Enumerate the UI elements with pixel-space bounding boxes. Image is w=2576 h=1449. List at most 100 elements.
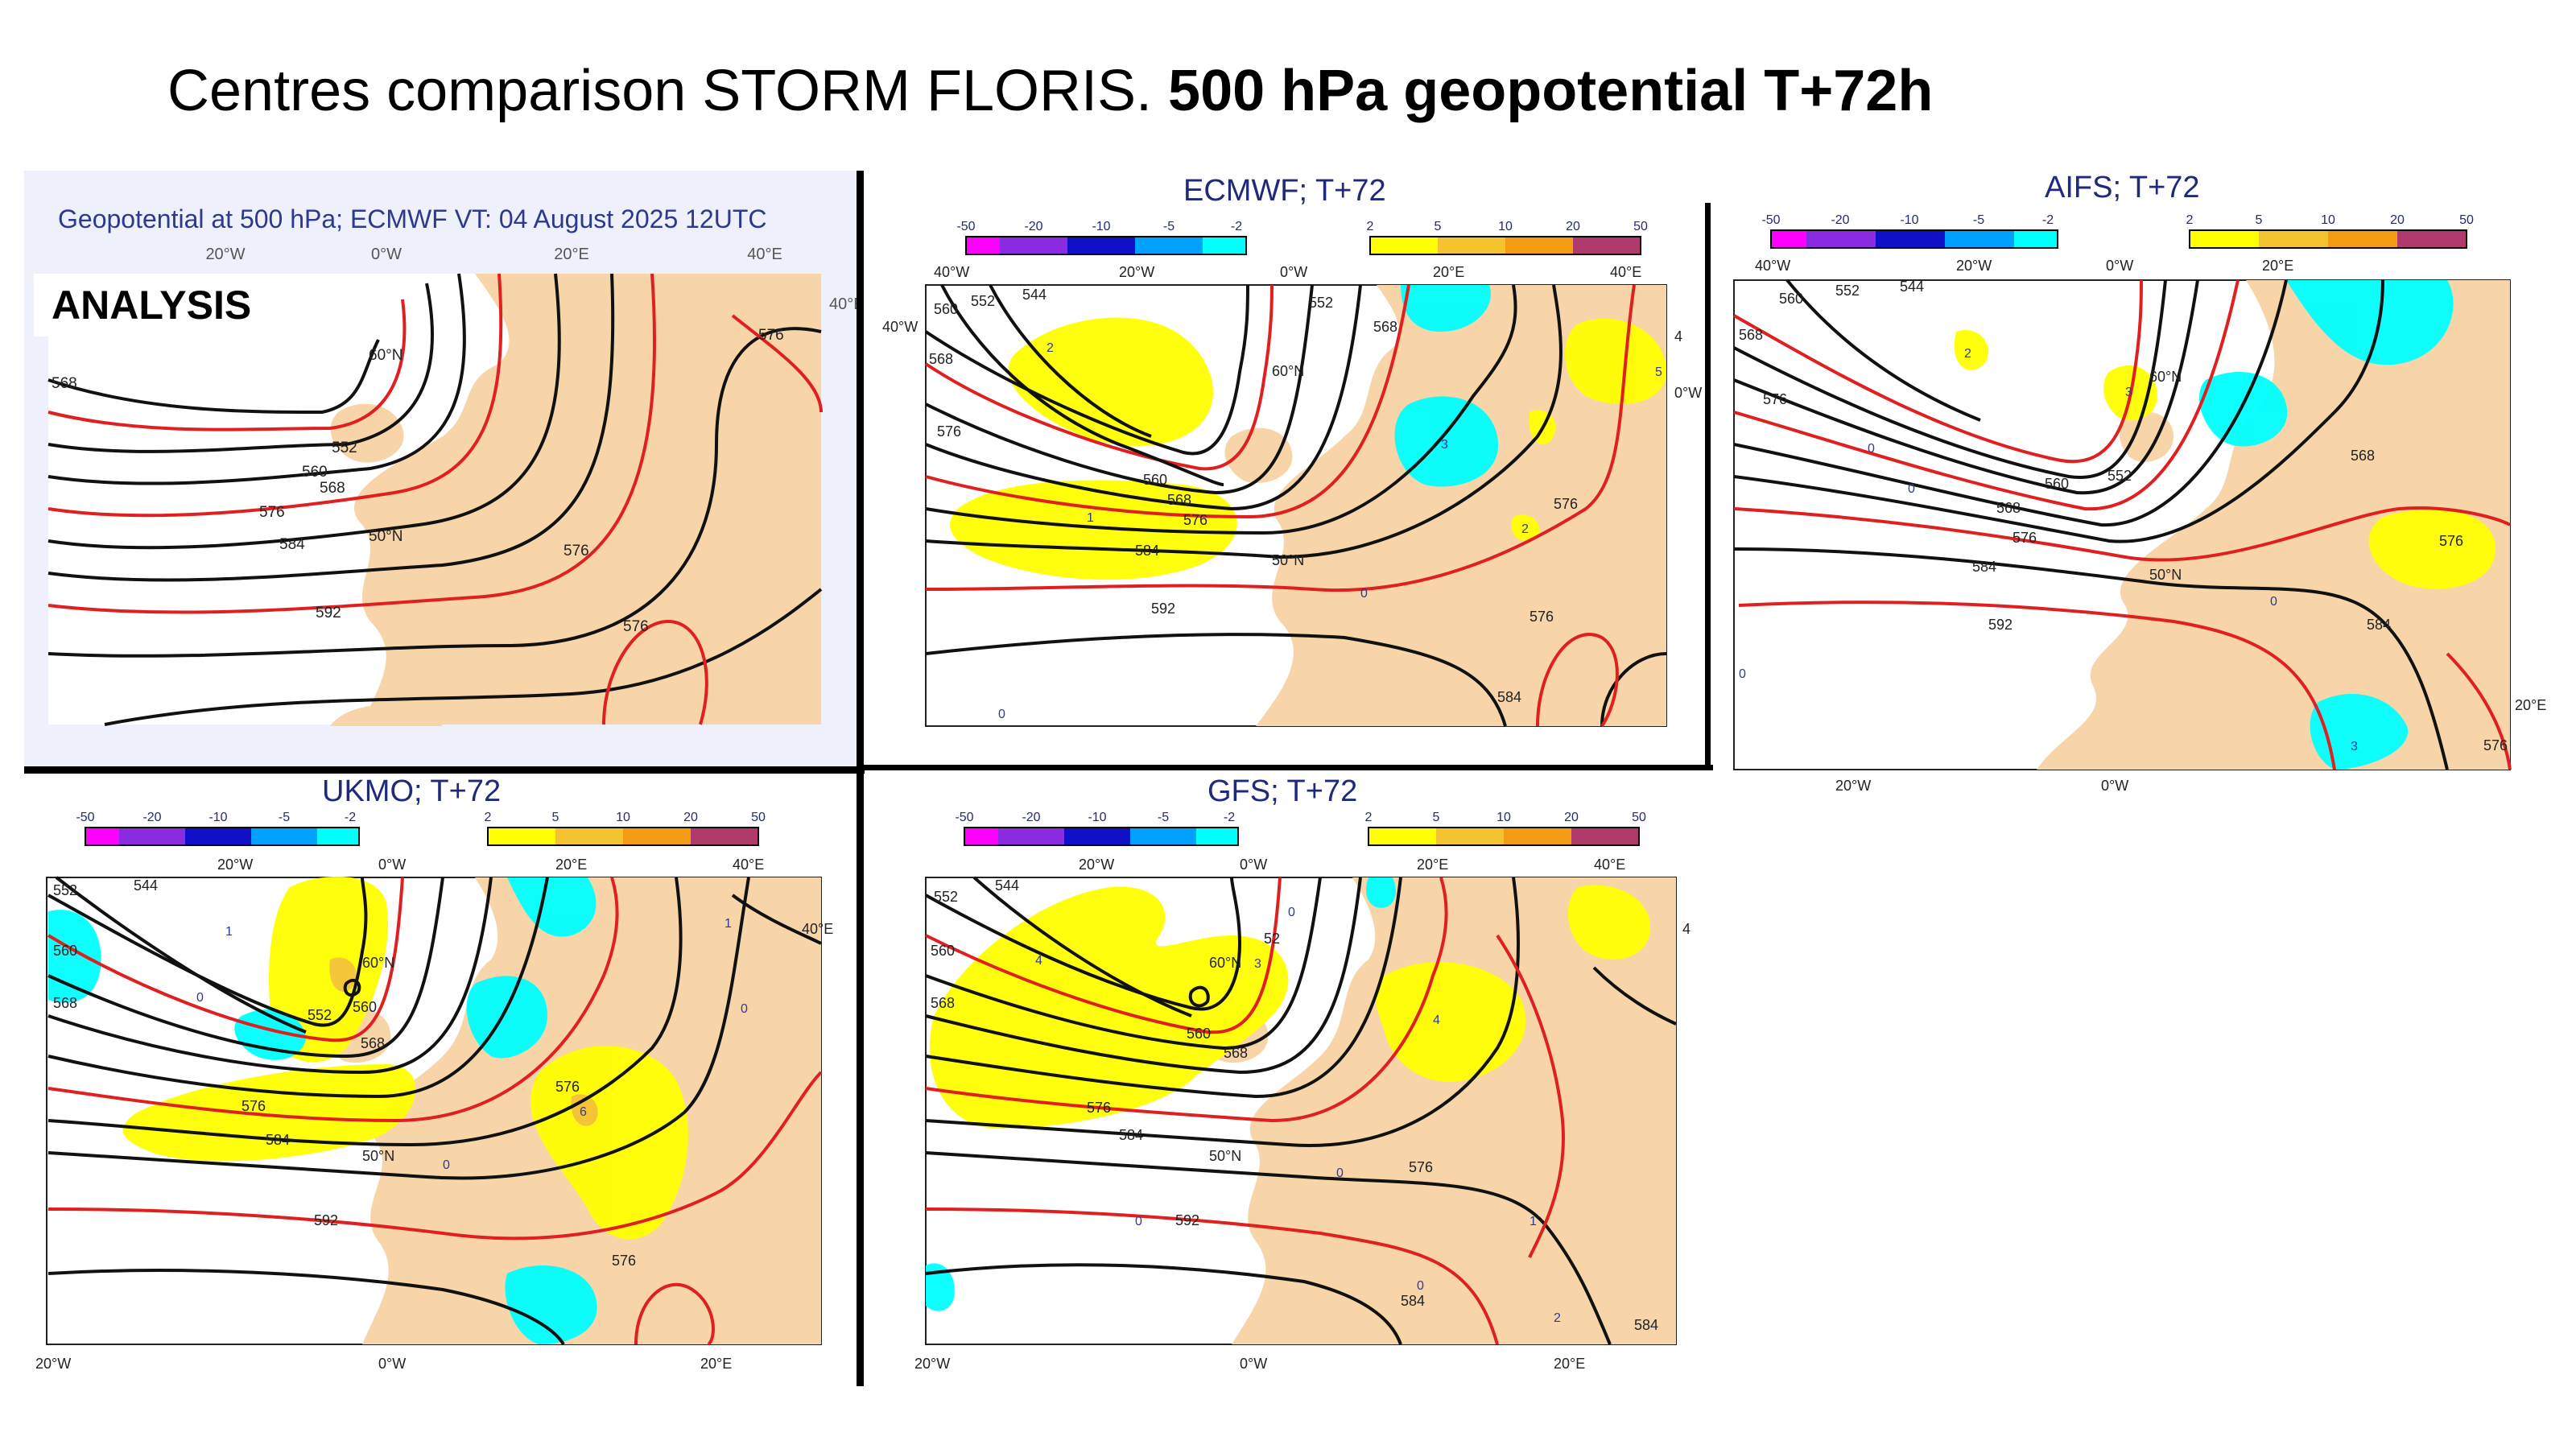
ecmwf-tick: 20°E xyxy=(1433,264,1464,280)
diff-label: 1 xyxy=(225,925,233,939)
contour-label: 552 xyxy=(1309,295,1333,311)
contour-label: 576 xyxy=(2483,737,2508,753)
diff-label: 0 xyxy=(2270,595,2277,609)
contour-label: 576 xyxy=(555,1079,580,1095)
legend-tick: -10 xyxy=(208,811,227,824)
legend-tick: -2 xyxy=(2042,213,2054,227)
ecmwf-map: -50 -20 -10 -5 -2 2 5 10 20 50 xyxy=(882,220,1702,728)
ecmwf-side-tick: 4 xyxy=(1674,328,1682,345)
contour-label: 552 xyxy=(308,1007,332,1023)
legend-tick: 10 xyxy=(1498,220,1513,233)
ukmo-bottom-tick: 20°E xyxy=(700,1356,732,1372)
contour-label: 544 xyxy=(1022,287,1046,303)
legend-tick: 50 xyxy=(1633,220,1648,233)
land xyxy=(2120,411,2174,462)
lat-label: 50°N xyxy=(362,1148,394,1164)
legend-negative xyxy=(965,236,1247,255)
diff-label: 0 xyxy=(1360,587,1368,601)
gfs-bottom-tick: 0°W xyxy=(1240,1356,1267,1372)
contour-label: 584 xyxy=(1135,543,1159,559)
contour-label: 576 xyxy=(1763,391,1787,407)
contour-label: 544 xyxy=(134,877,158,894)
legend-tick: 5 xyxy=(1433,811,1440,824)
ukmo-bottom-tick: 20°W xyxy=(35,1356,71,1372)
land xyxy=(2037,280,2510,770)
contour-label: 560 xyxy=(1779,291,1803,307)
contour-label: 584 xyxy=(2367,617,2391,633)
lat-label: 50°N xyxy=(1272,552,1304,568)
contour-label: 576 xyxy=(1087,1100,1111,1116)
legend-tick: -10 xyxy=(1088,811,1106,824)
diff-label: 0 xyxy=(1336,1166,1344,1180)
contour-label: 552 xyxy=(2107,468,2132,484)
ukmo-map: -50 -20 -10 -5 -2 2 5 10 20 50 xyxy=(35,811,833,1372)
contour-label: 584 xyxy=(1119,1127,1143,1143)
ukmo-tick: 20°W xyxy=(217,857,253,873)
lat-label: 50°N xyxy=(1209,1148,1241,1164)
panel-ecmwf: ECMWF; T+72 -50 -20 -10 -5 -2 2 5 10 20 … xyxy=(877,171,1715,734)
legend-tick: 20 xyxy=(2390,213,2405,227)
legend-tick: 10 xyxy=(2321,213,2335,227)
legend-tick: 2 xyxy=(2186,213,2194,227)
diff-label: 0 xyxy=(1288,906,1295,919)
contour-label: 576 xyxy=(242,1098,266,1114)
ukmo-bottom-tick: 0°W xyxy=(378,1356,406,1372)
diff-label: 0 xyxy=(1908,482,1915,496)
ecmwf-title: ECMWF; T+72 xyxy=(1183,174,1386,208)
gfs-bottom-tick: 20°W xyxy=(914,1356,950,1372)
analysis-tick: 0°W xyxy=(371,246,402,263)
legend-tick: 50 xyxy=(1632,811,1646,824)
contour-label: 560 xyxy=(931,943,955,959)
diff-label: 2 xyxy=(1964,347,1971,361)
legend-tick: 20 xyxy=(1566,220,1580,233)
diff-label: 4 xyxy=(1035,954,1042,968)
contour-label: 568 xyxy=(931,995,955,1011)
contour-label: 560 xyxy=(934,301,958,317)
contour-label: 560 xyxy=(53,943,77,959)
diff-label: 2 xyxy=(1521,522,1529,536)
panel-ukmo: UKMO; T+72 -50 -20 -10 -5 -2 2 5 10 20 5… xyxy=(24,774,853,1386)
ukmo-title: UKMO; T+72 xyxy=(322,774,502,808)
contour-label: 568 xyxy=(2351,448,2375,464)
gfs-title: GFS; T+72 xyxy=(1208,774,1358,808)
diff-label: 0 xyxy=(741,1002,748,1016)
low-centre-marker xyxy=(1188,985,1210,1008)
legend-tick: -50 xyxy=(955,811,973,824)
low-centre-marker xyxy=(343,978,361,997)
contour-label: 576 xyxy=(612,1253,636,1269)
legend-tick: -20 xyxy=(1024,220,1042,233)
gfs-side-tick: 4 xyxy=(1682,921,1690,937)
contour-label: 552 xyxy=(53,882,77,898)
analysis-badge: ANALYSIS xyxy=(34,274,270,336)
contour-label: 584 xyxy=(266,1132,290,1148)
legend-tick: -2 xyxy=(345,811,356,824)
contour-label: 560 xyxy=(2045,476,2069,492)
legend-tick: -5 xyxy=(1158,811,1169,824)
contour-label: 552 xyxy=(1835,283,1860,299)
diff-label: 0 xyxy=(998,708,1005,721)
legend-positive xyxy=(1369,236,1641,255)
contour-label: 576 xyxy=(1409,1159,1433,1175)
contour-label: 576 xyxy=(1530,609,1554,625)
legend-positive xyxy=(487,827,759,846)
contour-label: 576 xyxy=(259,504,285,521)
divider-vertical-right xyxy=(1705,203,1711,770)
lat-label: 60°N xyxy=(1209,955,1241,971)
land xyxy=(354,274,822,724)
diff-label: 0 xyxy=(1417,1279,1424,1293)
diff-label: 4 xyxy=(1433,1013,1440,1027)
contour-label: 568 xyxy=(1373,319,1397,335)
diff-label: 0 xyxy=(443,1158,450,1172)
ukmo-side-tick: 40°E xyxy=(802,921,833,937)
legend-tick: -5 xyxy=(279,811,290,824)
legend-tick: -20 xyxy=(1022,811,1040,824)
diff-label: 0 xyxy=(1739,667,1746,681)
legend-tick: -50 xyxy=(76,811,94,824)
contour-label: 592 xyxy=(1988,617,2013,633)
land xyxy=(1224,427,1293,484)
legend-tick: 2 xyxy=(485,811,492,824)
aifs-bottom-tick: 0°W xyxy=(2101,778,2128,794)
aifs-title: AIFS; T+72 xyxy=(2045,171,2200,204)
contour-label: 568 xyxy=(929,351,953,367)
panel-gfs: GFS; T+72 -50 -20 -10 -5 -2 2 5 10 20 50 xyxy=(886,774,1715,1386)
